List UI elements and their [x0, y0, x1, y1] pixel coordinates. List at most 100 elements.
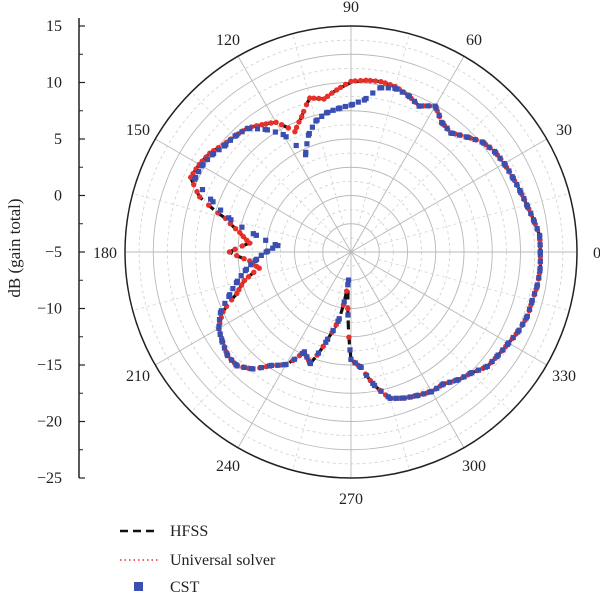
series-cst — [192, 85, 543, 401]
series-marker-cst — [495, 352, 501, 358]
series-marker-cst — [537, 258, 543, 264]
legend-item-hfss: HFSS — [120, 523, 208, 540]
angle-minor-spoke — [132, 258, 324, 311]
series-marker-cst — [517, 187, 523, 194]
series-marker-cst — [239, 129, 245, 135]
angle-label-0: 0 — [593, 245, 600, 262]
series-marker-cst — [217, 310, 223, 316]
angle-minor-spoke — [190, 271, 332, 413]
series-marker-cst — [387, 395, 393, 401]
series-marker-cst — [336, 316, 342, 322]
series-marker-cst — [238, 273, 244, 279]
series-marker-cst — [529, 297, 535, 304]
series-point-universal-solver — [239, 243, 246, 249]
series-marker-cst — [234, 363, 240, 369]
series-marker-cst — [436, 112, 442, 118]
r-tick-label: −25 — [37, 470, 62, 487]
series-marker-cst — [303, 152, 309, 158]
series-point-universal-solver — [382, 80, 388, 86]
series-marker-cst — [315, 350, 322, 356]
angle-label-240: 240 — [216, 458, 240, 475]
angle-spoke-120 — [237, 56, 352, 253]
series-marker-cst — [196, 169, 202, 175]
series-marker-cst — [228, 217, 234, 223]
series-marker-cst — [239, 224, 245, 230]
series-point-universal-solver — [307, 95, 313, 101]
series-marker-cst — [226, 293, 232, 299]
series-marker-cst — [399, 89, 405, 95]
legend-label-universal-solver: Universal solver — [170, 552, 276, 569]
series-point-universal-solver — [268, 120, 274, 126]
series-marker-cst — [348, 356, 354, 362]
series-marker-cst — [407, 394, 413, 400]
angle-minor-spoke — [357, 33, 410, 225]
series-point-universal-solver — [348, 78, 354, 85]
series-marker-cst — [520, 321, 526, 327]
series-marker-cst — [484, 363, 490, 369]
series-point-universal-solver — [285, 125, 292, 131]
series-point-universal-solver — [226, 249, 233, 255]
series-marker-cst — [304, 141, 310, 147]
angle-label-60: 60 — [466, 32, 482, 49]
series-marker-cst — [342, 103, 348, 110]
polar-area: 0 30 60 90 120 150 180 210 240 270 300 330 — [93, 0, 600, 508]
series-point-universal-solver — [299, 113, 305, 120]
series-point-universal-solver — [363, 77, 369, 84]
series-marker-cst — [479, 139, 485, 145]
series-marker-cst — [283, 134, 289, 140]
series-marker-cst — [536, 275, 542, 281]
angle-minor-spoke — [370, 91, 512, 233]
series-marker-cst — [448, 130, 454, 136]
series-marker-cst — [227, 137, 233, 143]
series-marker-cst — [192, 176, 198, 182]
series-marker-cst — [537, 232, 543, 239]
series-point-universal-solver — [296, 119, 302, 125]
series-marker-cst — [293, 142, 299, 149]
series-point-universal-solver — [234, 252, 240, 259]
legend-item-universal-solver: Universal solver — [120, 552, 276, 569]
angle-label-150: 150 — [126, 122, 150, 139]
series-marker-cst — [534, 225, 540, 232]
angle-label-120: 120 — [216, 32, 240, 49]
angle-spoke-150 — [155, 138, 352, 253]
series-marker-cst — [439, 119, 445, 125]
series-marker-cst — [524, 313, 530, 319]
series-marker-cst — [364, 372, 370, 379]
series-marker-cst — [225, 352, 231, 359]
series-point-universal-solver — [251, 269, 257, 275]
series-marker-cst — [341, 299, 347, 305]
series-marker-cst — [432, 103, 438, 109]
angle-label-210: 210 — [126, 368, 150, 385]
series-point-universal-solver — [346, 334, 352, 340]
series-marker-cst — [392, 85, 398, 91]
series-point-universal-solver — [188, 174, 194, 180]
series-marker-cst — [241, 364, 247, 370]
series-point-universal-solver — [259, 122, 265, 128]
series-marker-cst — [537, 249, 543, 255]
series-marker-cst — [263, 249, 269, 255]
angle-label-330: 330 — [552, 368, 576, 385]
series-marker-cst — [401, 395, 407, 401]
angle-minor-spoke — [370, 271, 512, 413]
series-marker-cst — [455, 377, 461, 383]
series-marker-cst — [280, 132, 286, 138]
r-axis: 15 10 5 0 −5 −10 −15 −20 −25 dB (gain total) — [5, 18, 85, 487]
series-marker-cst — [532, 291, 538, 297]
series-marker-cst — [415, 392, 421, 398]
angle-spoke-30 — [350, 138, 547, 253]
series-marker-cst — [233, 280, 239, 286]
series-point-universal-solver — [241, 256, 247, 262]
legend-swatch-cst — [134, 582, 143, 591]
series-marker-cst — [348, 102, 354, 108]
series-point-universal-solver — [237, 229, 243, 236]
series-marker-cst — [425, 103, 431, 109]
series-marker-cst — [307, 360, 313, 367]
outer-ring — [124, 25, 578, 479]
r-axis-title: dB (gain total) — [5, 198, 24, 297]
series-marker-cst — [262, 126, 268, 132]
legend-item-cst: CST — [134, 579, 200, 596]
series-point-universal-solver — [301, 108, 307, 115]
series-point-universal-solver — [334, 87, 340, 93]
series-marker-cst — [428, 388, 435, 395]
series-marker-cst — [528, 210, 534, 216]
